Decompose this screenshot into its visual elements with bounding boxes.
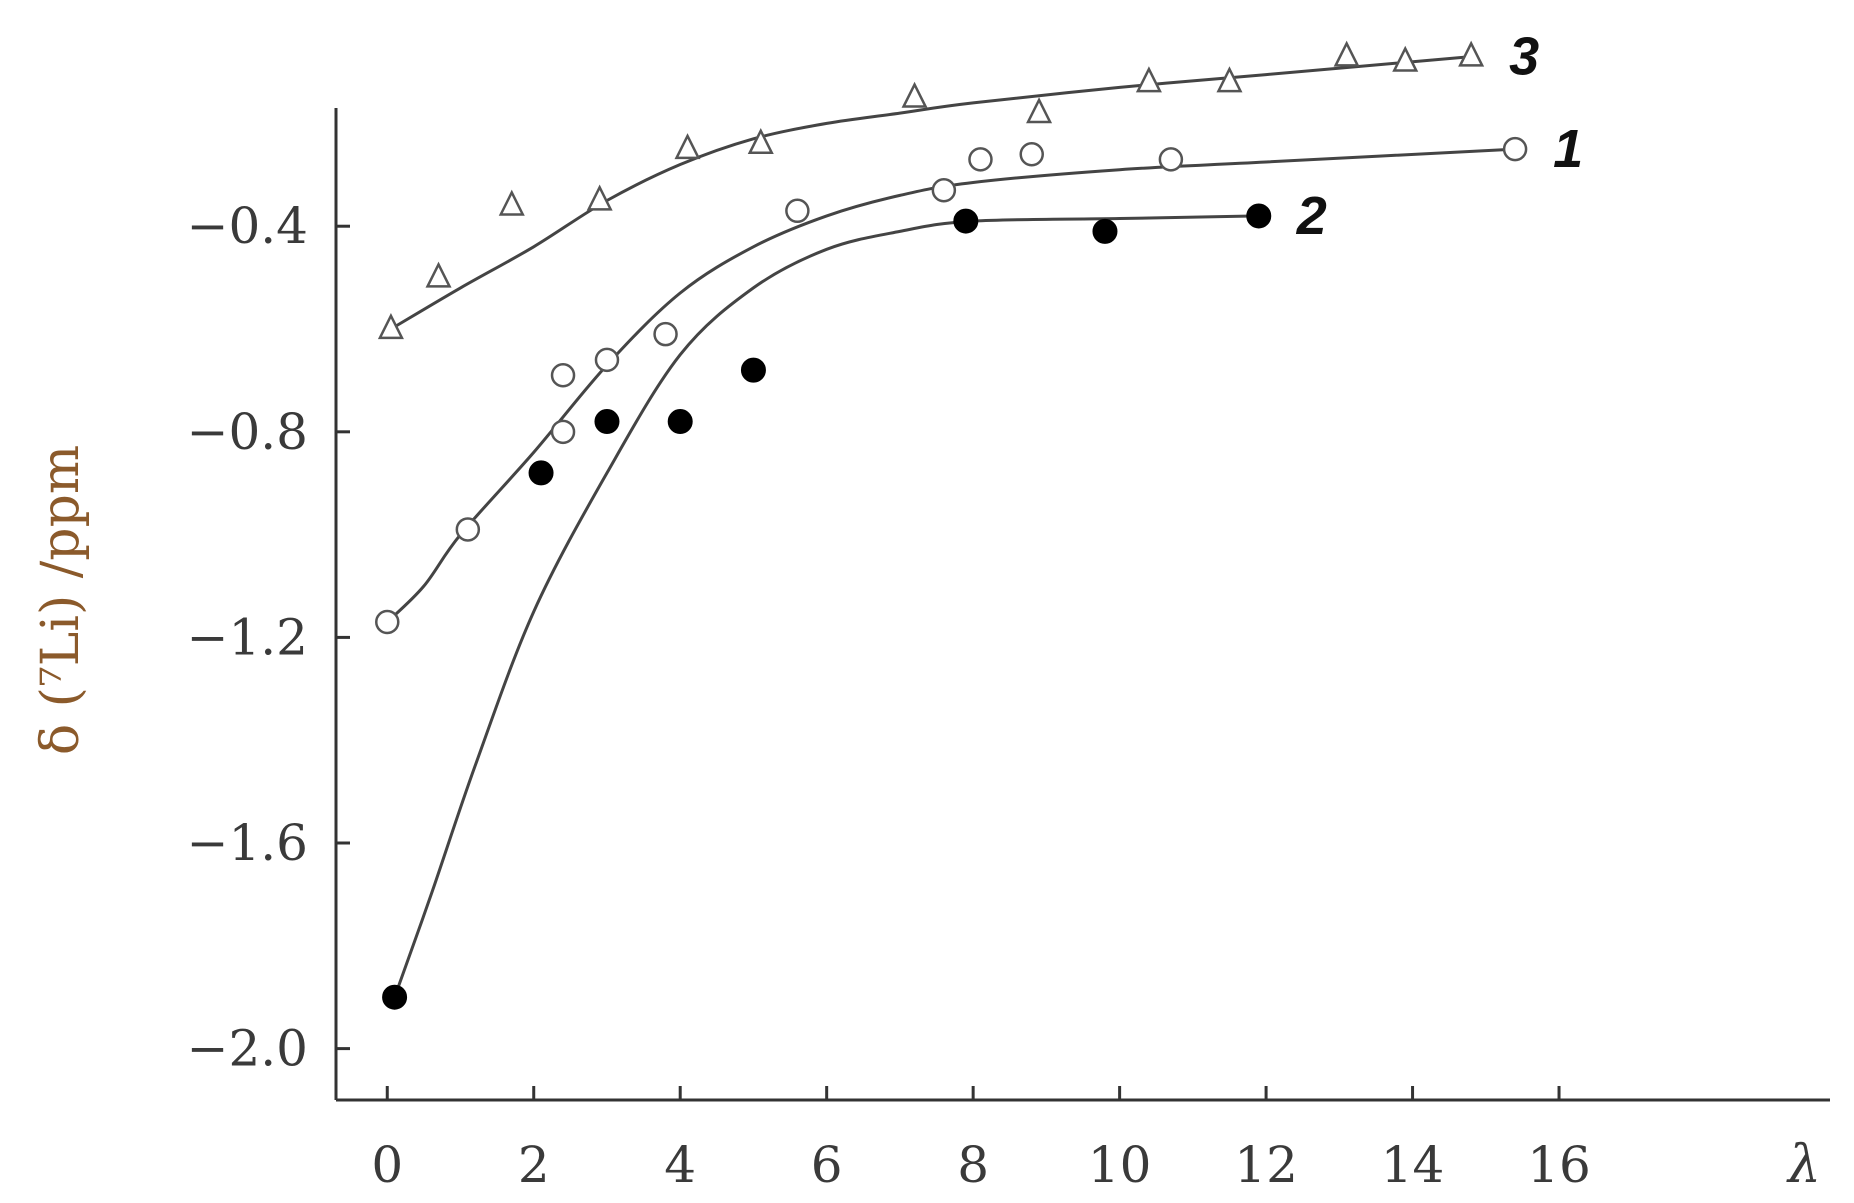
- series-2-curve: [393, 214, 1259, 998]
- x-tick-label: 6: [811, 1136, 843, 1194]
- series-2-point: [594, 409, 620, 435]
- series-3-point: [674, 133, 701, 160]
- y-tick-label: −0.4: [187, 197, 308, 255]
- series-1-point: [653, 321, 678, 347]
- series-3-point: [498, 189, 525, 216]
- series-3-label: 3: [1509, 27, 1539, 87]
- series-3-point: [747, 127, 774, 155]
- axes: [334, 108, 1830, 1102]
- series-labels: 1 2 3: [1296, 27, 1583, 246]
- series-1-point: [550, 363, 576, 388]
- series-3-curve: [390, 55, 1472, 331]
- series-3-point: [1216, 66, 1243, 93]
- series-1-point: [785, 198, 810, 224]
- series-3-point: [1135, 66, 1162, 93]
- curves: [386, 55, 1516, 998]
- series-2-label: 2: [1296, 186, 1327, 246]
- series-1-point: [594, 347, 620, 373]
- x-axis-title: λ: [1786, 1135, 1821, 1195]
- x-tick-label: 4: [664, 1136, 696, 1194]
- series-2-point: [953, 208, 979, 234]
- series-2-point: [667, 409, 693, 435]
- series-1-point: [550, 419, 576, 445]
- series-3-point: [1333, 40, 1360, 67]
- x-tick-label: 2: [518, 1136, 550, 1194]
- series-3-point: [377, 313, 404, 340]
- series-3-point: [586, 184, 613, 211]
- series-1-point: [375, 609, 400, 635]
- x-tick-label: 8: [957, 1136, 989, 1194]
- series-1-point: [931, 177, 957, 203]
- series-2-point: [1092, 218, 1118, 244]
- series-3-point: [425, 261, 452, 288]
- series-3-point: [1458, 40, 1485, 67]
- series-2-point: [740, 357, 766, 383]
- series-1-curve: [386, 147, 1516, 624]
- x-ticks: 0 2 4 6 8 10 12 14 16: [371, 1086, 1591, 1194]
- series-1-point: [1158, 147, 1184, 172]
- markers: [375, 40, 1528, 1010]
- y-axis-title: δ (⁷Li) /ppm: [31, 445, 91, 755]
- series-3-point: [1392, 45, 1419, 72]
- series-1-point: [1019, 142, 1044, 167]
- series-1-point: [968, 147, 993, 172]
- y-tick-label: −0.8: [187, 403, 308, 461]
- y-tick-label: −1.2: [187, 608, 308, 666]
- y-tick-label: −1.6: [187, 814, 308, 872]
- series-2-point: [1246, 203, 1272, 229]
- x-tick-label: 0: [371, 1136, 403, 1194]
- series-1-label: 1: [1553, 119, 1583, 179]
- series-3-point: [901, 81, 928, 108]
- y-tick-label: −2.0: [187, 1020, 308, 1078]
- x-tick-label: 14: [1381, 1136, 1445, 1194]
- x-tick-label: 12: [1234, 1136, 1298, 1194]
- series-2-point: [382, 984, 408, 1010]
- y-ticks: −0.4 −0.8 −1.2 −1.6 −2.0: [187, 197, 350, 1078]
- series-3-point: [1026, 97, 1053, 124]
- series-1-point: [1502, 136, 1528, 162]
- series-2-point: [528, 460, 554, 486]
- x-tick-label: 10: [1088, 1136, 1152, 1194]
- series-1-point: [455, 517, 481, 542]
- x-tick-label: 16: [1527, 1136, 1591, 1194]
